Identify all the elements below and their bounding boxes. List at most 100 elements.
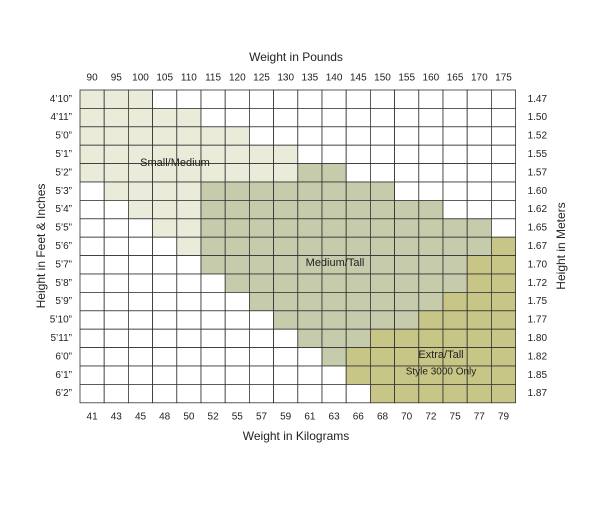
cell [224, 89, 250, 109]
cell [442, 89, 468, 109]
height-label: 5’7” [55, 259, 72, 270]
cell [200, 108, 226, 128]
cell [127, 310, 153, 330]
cell [345, 181, 371, 201]
cell [200, 310, 226, 330]
cell [127, 199, 153, 220]
cell [394, 255, 420, 275]
cell [248, 365, 274, 385]
cell [321, 144, 347, 164]
cell [200, 347, 226, 367]
cell [490, 347, 516, 367]
cell [103, 108, 129, 128]
meters-label: 1.72 [528, 278, 548, 289]
cell [466, 126, 492, 146]
meters-label: 1.57 [528, 167, 548, 178]
cell [127, 273, 153, 293]
cell [176, 236, 202, 256]
meters-label: 1.75 [528, 296, 548, 307]
kilograms-label: 75 [450, 411, 462, 422]
cell [176, 347, 202, 367]
cell [152, 328, 178, 349]
cell [345, 310, 371, 330]
cell [127, 347, 153, 367]
kilograms-label: 63 [329, 411, 341, 422]
cell [297, 144, 323, 164]
cell [490, 126, 516, 146]
cell [369, 144, 395, 164]
cell [466, 144, 492, 164]
cell [418, 181, 444, 201]
cell [152, 310, 178, 330]
meters-label: 1.70 [528, 259, 548, 270]
cell [418, 199, 444, 220]
cell [248, 347, 274, 367]
cell [248, 236, 274, 256]
cell [369, 218, 395, 238]
cell [345, 236, 371, 256]
cell [103, 255, 129, 275]
cell [442, 310, 468, 330]
pounds-label: 120 [229, 73, 246, 84]
meters-label: 1.77 [528, 315, 548, 326]
height-label: 5’0” [55, 131, 72, 142]
cell [466, 199, 492, 220]
cell [248, 218, 274, 238]
cell [442, 108, 468, 128]
cell [152, 291, 178, 312]
cell [224, 181, 250, 201]
zone-label: Small/Medium [140, 157, 210, 169]
cell [103, 126, 129, 146]
cell [418, 273, 444, 293]
cell [273, 89, 299, 109]
cell [273, 199, 299, 220]
cell [490, 199, 516, 220]
cell [273, 365, 299, 385]
cell [466, 347, 492, 367]
cell [466, 236, 492, 256]
cell [176, 291, 202, 312]
cell [321, 89, 347, 109]
cell [200, 181, 226, 201]
cell [394, 236, 420, 256]
pounds-label: 140 [326, 73, 343, 84]
cell [394, 163, 420, 183]
meters-label: 1.50 [528, 112, 548, 123]
cell [200, 383, 226, 404]
cell [248, 328, 274, 349]
cell [490, 291, 516, 312]
cell [345, 144, 371, 164]
cell [127, 236, 153, 256]
cell [369, 328, 395, 349]
cell [176, 365, 202, 385]
cell [442, 181, 468, 201]
kilograms-label: 41 [87, 411, 99, 422]
cell [321, 181, 347, 201]
pounds-label: 170 [471, 73, 488, 84]
cell [79, 365, 105, 385]
cell [297, 291, 323, 312]
cell [273, 291, 299, 312]
height-label: 4’10” [50, 94, 72, 105]
height-label: 5’1” [55, 149, 72, 160]
cell [321, 273, 347, 293]
cell [224, 365, 250, 385]
cell [490, 89, 516, 109]
cell [79, 163, 105, 183]
kilograms-label: 55 [232, 411, 244, 422]
cell [248, 181, 274, 201]
cell [152, 199, 178, 220]
cell [369, 255, 395, 275]
cell [224, 199, 250, 220]
cell [152, 218, 178, 238]
cell [297, 347, 323, 367]
cell [394, 89, 420, 109]
cell [127, 383, 153, 404]
cell [369, 163, 395, 183]
pounds-label: 150 [374, 73, 391, 84]
cell [490, 310, 516, 330]
cell [200, 126, 226, 146]
cell [79, 347, 105, 367]
cell [152, 181, 178, 201]
cell [79, 218, 105, 238]
